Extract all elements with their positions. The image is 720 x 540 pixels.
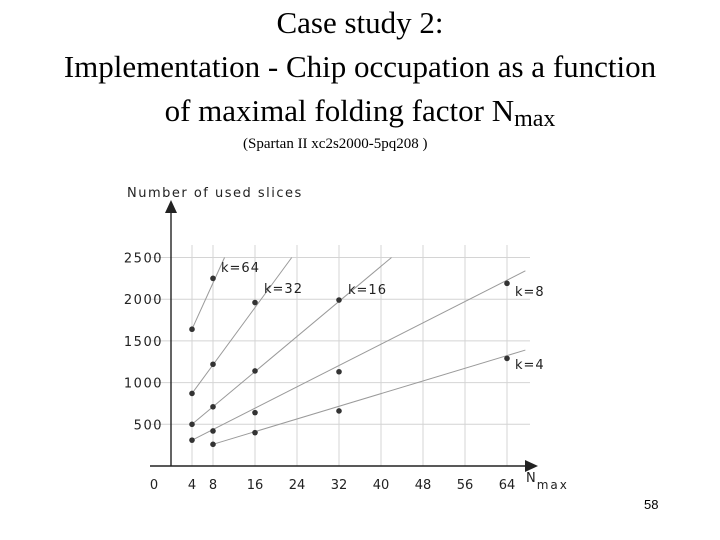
x-tick-label-56: 56 <box>457 478 474 493</box>
data-point-k32-2 <box>252 299 258 306</box>
series-line-k8 <box>191 270 526 441</box>
data-point-k4-3 <box>504 355 510 362</box>
y-tick-label-500: 500 <box>134 418 163 433</box>
chart-subtitle: (Spartan II xc2s2000-5pq208 ) <box>243 136 428 152</box>
title-line-3-text: of maximal folding factor N <box>164 93 515 128</box>
x-tick-label-8: 8 <box>209 478 217 493</box>
data-point-k8-1 <box>210 428 216 434</box>
x-axis-label: Nmax <box>526 471 569 492</box>
y-tick-label-1500: 1500 <box>124 335 163 350</box>
x-tick-label-24: 24 <box>289 478 306 493</box>
series-line-k4 <box>212 349 526 445</box>
series-line-k32 <box>191 257 293 394</box>
y-tick-label-2500: 2500 <box>124 252 163 267</box>
data-point-k16-3 <box>336 297 342 303</box>
x-tick-label-40: 40 <box>373 478 390 493</box>
x-tick-label-4: 4 <box>188 478 196 493</box>
data-point-k8-4 <box>504 280 510 287</box>
series-line-k16 <box>191 257 392 425</box>
series-lines <box>191 257 526 445</box>
title-line-1: Case study 2: <box>276 5 444 40</box>
series-label-k16: k=16 <box>348 283 387 298</box>
data-point-k32-0 <box>189 390 195 397</box>
data-point-k8-0 <box>189 437 195 443</box>
title-line-2: Implementation - Chip occupation as a fu… <box>63 49 657 84</box>
data-point-k4-1 <box>252 429 258 436</box>
x-axis-label-subscript: max <box>537 478 569 492</box>
series-label-k4: k=4 <box>515 358 545 373</box>
y-tick-label-1000: 1000 <box>124 377 163 392</box>
series-label-k8: k=8 <box>515 285 545 300</box>
data-point-k16-1 <box>210 403 216 410</box>
page-number: 58 <box>644 497 659 512</box>
data-point-k64-0 <box>189 326 195 333</box>
series-label-k64: k=64 <box>221 261 260 276</box>
y-axis-arrow <box>165 200 177 213</box>
data-point-k64-1 <box>210 275 216 282</box>
tick-labels: 0 4 8 16 24 32 40 48 56 64 500 1000 1500 2000 2500 <box>124 252 515 494</box>
axes <box>150 200 538 472</box>
data-point-k8-3 <box>336 368 342 375</box>
x-tick-label-16: 16 <box>247 478 264 493</box>
y-tick-label-2000: 2000 <box>124 293 163 308</box>
x-tick-label-64: 64 <box>499 478 516 493</box>
data-point-k32-1 <box>210 361 216 368</box>
title-line-3: of maximal folding factor Nmax <box>0 93 720 131</box>
data-point-k8-2 <box>252 409 258 416</box>
y-axis-label: Number of used slices <box>127 186 303 201</box>
x-axis-label-main: N <box>526 471 537 486</box>
data-point-k4-2 <box>336 408 342 414</box>
x-tick-label-48: 48 <box>415 478 432 493</box>
title-subscript: max <box>514 106 556 132</box>
data-point-k16-2 <box>252 368 258 374</box>
data-point-k16-0 <box>189 421 195 428</box>
series-label-k32: k=32 <box>264 282 303 297</box>
series-labels: k=64 k=32 k=16 k=8 k=4 <box>221 261 545 373</box>
x-tick-label-32: 32 <box>331 478 348 493</box>
x-tick-label-0: 0 <box>150 478 158 493</box>
series-points <box>189 275 510 448</box>
series-line-k64 <box>191 257 226 330</box>
data-point-k4-0 <box>210 441 216 448</box>
x-axis-arrow <box>525 460 538 472</box>
